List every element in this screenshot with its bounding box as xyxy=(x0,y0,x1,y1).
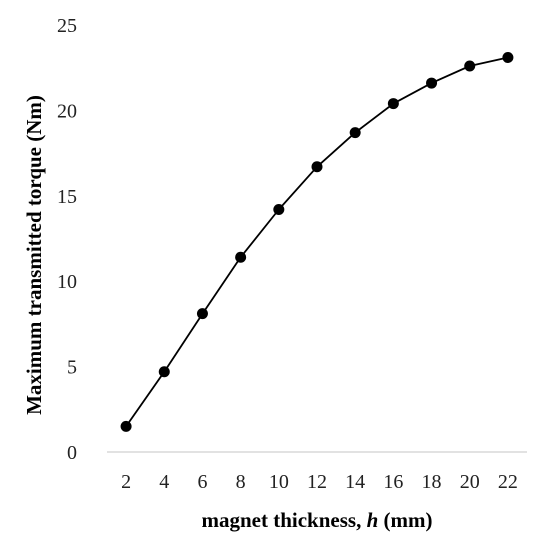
data-point xyxy=(426,77,438,89)
x-tick-label: 20 xyxy=(460,471,480,493)
x-tick-label: 10 xyxy=(269,471,289,493)
x-axis-title-prefix: magnet thickness, xyxy=(201,508,366,532)
x-tick-label: 18 xyxy=(422,471,442,493)
y-tick-labels: 0 5 10 15 20 25 xyxy=(57,15,77,464)
data-point xyxy=(464,60,476,72)
data-point xyxy=(196,308,208,320)
y-tick-label: 0 xyxy=(67,442,77,464)
data-point xyxy=(349,127,361,139)
y-axis-title: Maximum transmitted torque (Nm) xyxy=(22,95,46,415)
y-tick-label: 10 xyxy=(57,271,77,293)
x-axis-title: magnet thickness, h (mm) xyxy=(201,508,432,532)
x-tick-label: 22 xyxy=(498,471,518,493)
x-tick-label: 14 xyxy=(345,471,365,493)
x-tick-label: 6 xyxy=(197,471,207,493)
x-tick-label: 2 xyxy=(121,471,131,493)
data-point xyxy=(502,51,514,63)
x-tick-label: 8 xyxy=(236,471,246,493)
series-layer xyxy=(120,51,514,432)
x-tick-label: 16 xyxy=(383,471,403,493)
data-point xyxy=(273,203,285,215)
x-axis-title-variable: h xyxy=(367,508,379,532)
x-axis-title-suffix: (mm) xyxy=(378,508,432,532)
y-tick-label: 20 xyxy=(57,100,77,122)
x-tick-label: 12 xyxy=(307,471,327,493)
x-tick-labels: 2 4 6 8 10 12 14 16 18 20 22 xyxy=(121,471,518,493)
data-point xyxy=(158,366,170,378)
data-point xyxy=(235,251,247,263)
y-tick-label: 5 xyxy=(67,357,77,379)
data-point xyxy=(311,161,323,173)
y-tick-label: 15 xyxy=(57,186,77,208)
data-point xyxy=(120,420,132,432)
series-line xyxy=(125,56,509,427)
data-point xyxy=(387,98,399,110)
x-tick-label: 4 xyxy=(159,471,169,493)
y-tick-label: 25 xyxy=(57,15,77,37)
